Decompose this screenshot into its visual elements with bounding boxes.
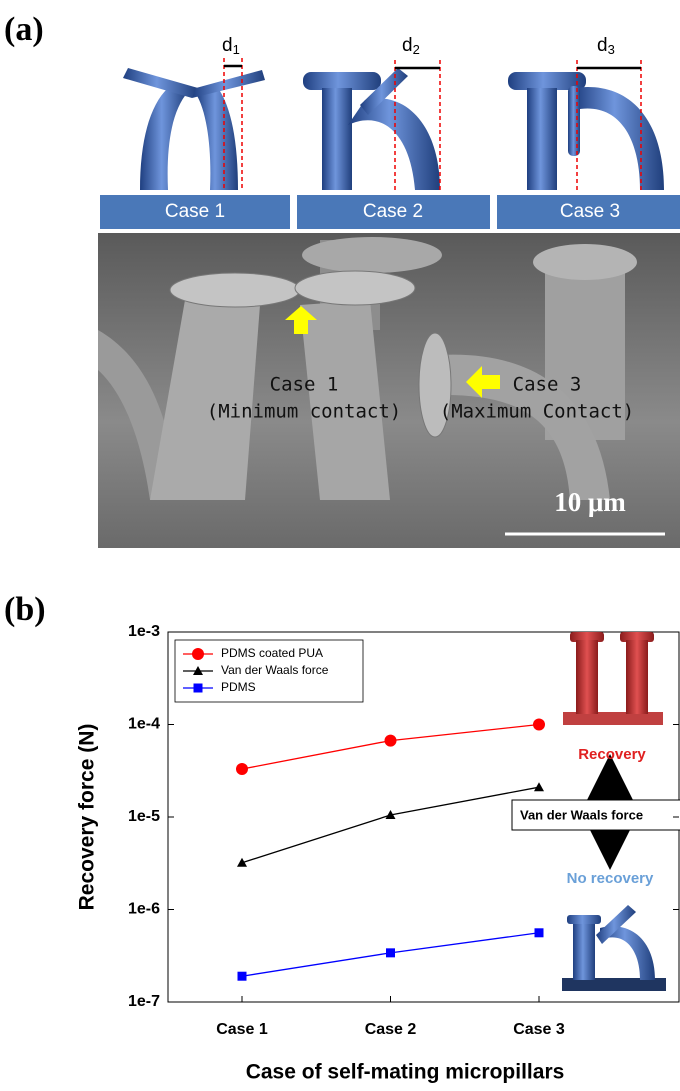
case-label: Case 3 <box>560 201 620 222</box>
legend-label: Van der Waals force <box>221 663 329 677</box>
pillar-illustrations <box>123 58 664 190</box>
sem-annotation: Case 1 <box>270 374 339 396</box>
sem-annotation: Case 3 <box>513 374 582 396</box>
marker <box>535 928 544 937</box>
marker <box>534 782 544 791</box>
y-tick-label: 1e-6 <box>128 901 160 918</box>
distance-label: d3 <box>597 35 615 57</box>
marker <box>192 648 204 660</box>
case-label: Case 1 <box>165 201 225 222</box>
legend-label: PDMS coated PUA <box>221 646 323 660</box>
distance-symbol: d <box>222 35 233 56</box>
distance-symbol: d <box>402 35 413 56</box>
panel-label: (b) <box>4 591 46 628</box>
y-tick-label: 1e-3 <box>128 623 160 640</box>
x-axis-title: Case of self-mating micropillars <box>246 1061 565 1084</box>
figure: (a) d1 d2 d3 Case 1 Case 2 Case 3 <box>0 0 680 1091</box>
inset-label: Recovery <box>578 746 646 763</box>
x-tick-label: Case 2 <box>365 1021 417 1038</box>
marker <box>533 719 545 731</box>
x-tick-label: Case 1 <box>216 1021 268 1038</box>
distance-subscript: 1 <box>233 42 240 57</box>
marker <box>236 763 248 775</box>
series-line <box>242 787 539 863</box>
y-tick-label: 1e-7 <box>128 993 160 1010</box>
marker <box>386 948 395 957</box>
x-tick-label: Case 3 <box>513 1021 565 1038</box>
distance-subscript: 3 <box>608 42 615 57</box>
case-label: Case 2 <box>363 201 423 222</box>
sem-annotation: (Maximum Contact) <box>440 401 634 423</box>
series-line <box>242 725 539 770</box>
y-tick-label: 1e-5 <box>128 808 160 825</box>
scale-bar-label: 10 μm <box>554 487 626 517</box>
legend-label: PDMS <box>221 680 256 694</box>
y-tick-label: 1e-4 <box>128 716 160 733</box>
marker <box>385 735 397 747</box>
inset-label: No recovery <box>567 870 654 887</box>
inset-label: Van der Waals force <box>520 807 643 822</box>
distance-symbol: d <box>597 35 608 56</box>
distance-subscript: 2 <box>413 42 420 57</box>
y-axis-title: Recovery force (N) <box>76 724 99 911</box>
distance-label: d1 <box>222 35 240 57</box>
marker <box>238 972 247 981</box>
panel-label: (a) <box>4 11 44 48</box>
sem-annotation: (Minimum contact) <box>207 401 401 423</box>
distance-label: d2 <box>402 35 420 57</box>
marker <box>194 684 203 693</box>
